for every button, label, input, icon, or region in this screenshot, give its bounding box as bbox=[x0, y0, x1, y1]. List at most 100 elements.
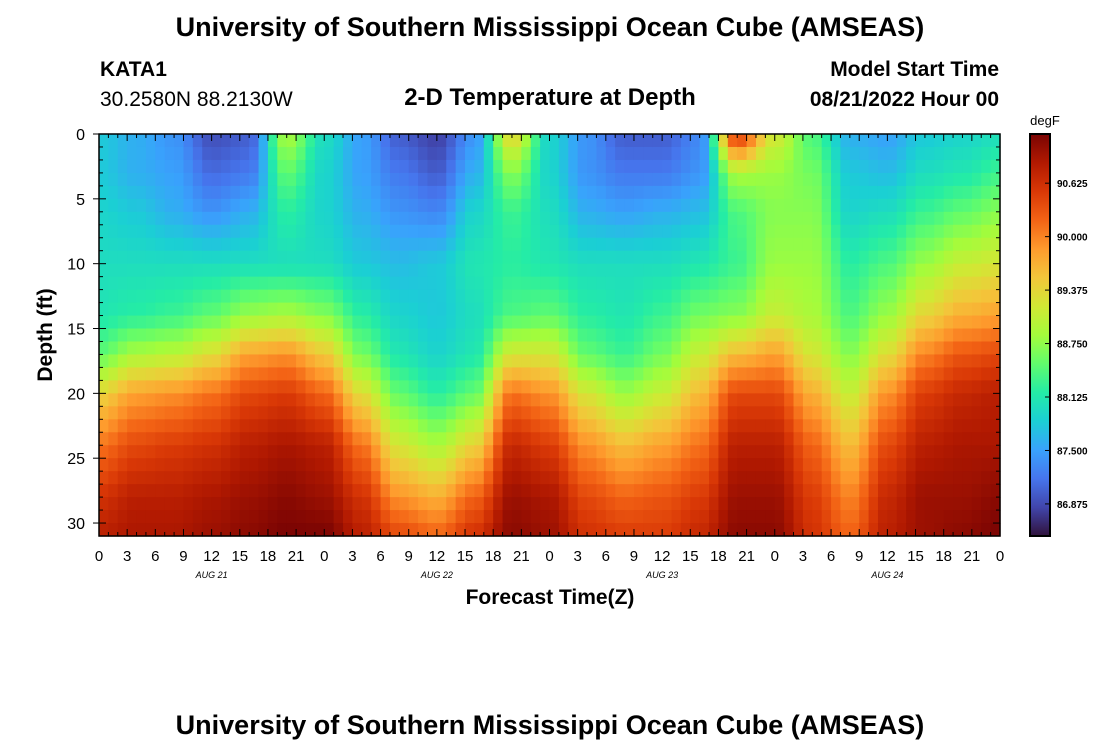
heatmap-cell bbox=[793, 263, 804, 278]
heatmap-cell bbox=[587, 341, 598, 356]
heatmap-cell bbox=[784, 458, 795, 472]
heatmap-cell bbox=[399, 146, 410, 161]
heatmap-cell bbox=[324, 367, 335, 381]
heatmap-cell bbox=[202, 419, 213, 433]
heatmap-cell bbox=[615, 302, 626, 317]
heatmap-cell bbox=[633, 471, 644, 485]
heatmap-cell bbox=[511, 211, 522, 226]
heatmap-cell bbox=[389, 159, 400, 174]
heatmap-cell bbox=[943, 432, 954, 446]
heatmap-cell bbox=[314, 224, 325, 239]
heatmap-cell bbox=[343, 484, 354, 498]
heatmap-cell bbox=[633, 315, 644, 330]
heatmap-cell bbox=[249, 341, 260, 356]
heatmap-cell bbox=[755, 497, 766, 511]
heatmap-cell bbox=[427, 341, 438, 356]
heatmap-cell bbox=[174, 406, 185, 420]
heatmap-cell bbox=[352, 328, 363, 343]
heatmap-cell bbox=[746, 471, 757, 485]
heatmap-cell bbox=[465, 250, 476, 265]
heatmap-cell bbox=[812, 146, 823, 161]
heatmap-cell bbox=[924, 328, 935, 343]
heatmap-cell bbox=[465, 328, 476, 343]
x-tick-label: 21 bbox=[288, 548, 305, 565]
heatmap-cell bbox=[192, 276, 203, 291]
heatmap-cell bbox=[249, 315, 260, 330]
heatmap-cell bbox=[924, 458, 935, 472]
heatmap-cell bbox=[145, 354, 156, 369]
heatmap-cell bbox=[474, 224, 485, 239]
heatmap-cell bbox=[502, 224, 513, 239]
heatmap-cell bbox=[990, 367, 1001, 381]
heatmap-cell bbox=[877, 406, 888, 420]
heatmap-cell bbox=[502, 458, 513, 472]
heatmap-cell bbox=[718, 302, 729, 317]
heatmap-cell bbox=[981, 263, 992, 278]
heatmap-cell bbox=[633, 276, 644, 291]
heatmap-cell bbox=[615, 328, 626, 343]
heatmap-cell bbox=[192, 380, 203, 394]
heatmap-cell bbox=[352, 523, 363, 537]
heatmap-cell bbox=[230, 471, 241, 485]
heatmap-cell bbox=[831, 276, 842, 291]
heatmap-cell bbox=[418, 406, 429, 420]
heatmap-cell bbox=[455, 432, 466, 446]
heatmap-cell bbox=[727, 172, 738, 187]
heatmap-cell bbox=[821, 341, 832, 356]
heatmap-cell bbox=[868, 134, 879, 148]
heatmap-cell bbox=[249, 146, 260, 161]
heatmap-cell bbox=[915, 289, 926, 304]
heatmap-cell bbox=[990, 406, 1001, 420]
heatmap-cell bbox=[136, 341, 147, 356]
heatmap-cell bbox=[896, 185, 907, 200]
heatmap-cell bbox=[267, 328, 278, 343]
heatmap-cell bbox=[558, 406, 569, 420]
heatmap-cell bbox=[380, 172, 391, 187]
heatmap-cell bbox=[652, 432, 663, 446]
heatmap-cell bbox=[568, 263, 579, 278]
heatmap-cell bbox=[812, 458, 823, 472]
colorbar-tick-label: 90.625 bbox=[1057, 179, 1088, 190]
heatmap-cell bbox=[324, 497, 335, 511]
heatmap-cell bbox=[821, 211, 832, 226]
heatmap-cell bbox=[258, 432, 269, 446]
heatmap-cell bbox=[455, 159, 466, 174]
heatmap-cell bbox=[371, 146, 382, 161]
heatmap-cell bbox=[296, 497, 307, 511]
heatmap-cell bbox=[662, 289, 673, 304]
heatmap-cell bbox=[821, 302, 832, 317]
heatmap-cell bbox=[136, 354, 147, 369]
heatmap-cell bbox=[737, 445, 748, 459]
heatmap-cell bbox=[812, 484, 823, 498]
heatmap-cell bbox=[605, 458, 616, 472]
heatmap-cell bbox=[446, 263, 457, 278]
heatmap-cell bbox=[230, 289, 241, 304]
heatmap-cell bbox=[389, 328, 400, 343]
heatmap-cell bbox=[530, 263, 541, 278]
heatmap-cell bbox=[934, 328, 945, 343]
heatmap-cell bbox=[239, 315, 250, 330]
heatmap-cell bbox=[943, 406, 954, 420]
heatmap-cell bbox=[859, 471, 870, 485]
heatmap-cell bbox=[155, 302, 166, 317]
heatmap-cell bbox=[737, 276, 748, 291]
heatmap-cell bbox=[709, 458, 720, 472]
heatmap-cell bbox=[521, 328, 532, 343]
heatmap-cell bbox=[774, 250, 785, 265]
heatmap-cell bbox=[727, 367, 738, 381]
heatmap-cell bbox=[221, 146, 231, 161]
axes: 0 3 6 9 12 15 18 21 0 3 6 9 12 15 18 21 0 3 6 9 12 15 18 21 0 3 6 9… bbox=[67, 127, 1004, 580]
heatmap-cell bbox=[746, 237, 757, 252]
heatmap-cell bbox=[690, 393, 701, 407]
heatmap-cell bbox=[483, 523, 494, 537]
heatmap-cell bbox=[361, 458, 372, 472]
heatmap-cell bbox=[540, 134, 551, 148]
heatmap-cell bbox=[352, 458, 363, 472]
heatmap-cell bbox=[831, 250, 842, 265]
heatmap-cell bbox=[221, 484, 231, 498]
heatmap-cell bbox=[436, 393, 447, 407]
heatmap-cell bbox=[380, 484, 391, 498]
heatmap-cell bbox=[896, 302, 907, 317]
heatmap-cell bbox=[239, 159, 250, 174]
heatmap-cell bbox=[671, 484, 682, 498]
